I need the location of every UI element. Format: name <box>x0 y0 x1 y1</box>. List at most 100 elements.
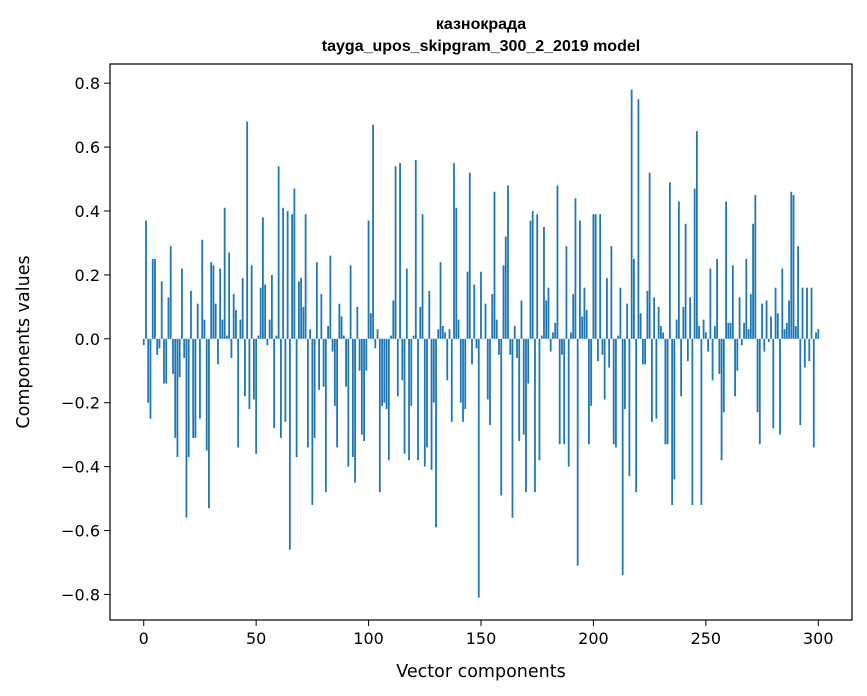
y-tick-label: 0.8 <box>75 74 100 93</box>
bar-component-60 <box>277 166 280 339</box>
bar-component-198 <box>588 338 590 445</box>
bar-component-1 <box>145 220 147 339</box>
bar-component-170 <box>525 338 527 493</box>
bar-component-65 <box>288 338 291 550</box>
y-tick-label: 0.4 <box>75 202 100 221</box>
bar-component-286 <box>785 322 788 339</box>
bar-component-123 <box>419 306 422 339</box>
bar-component-81 <box>324 338 327 493</box>
bar-component-109 <box>387 338 390 461</box>
bar-component-157 <box>495 319 498 339</box>
bar-component-284 <box>781 268 784 339</box>
bar-component-185 <box>558 338 561 445</box>
bar-component-277 <box>765 300 768 339</box>
bar-component-246 <box>695 131 698 339</box>
bar-component-146 <box>471 338 473 365</box>
bar-component-101 <box>369 313 372 339</box>
bar-component-263 <box>734 338 736 397</box>
bar-component-292 <box>799 338 802 426</box>
x-tick-label: 0 <box>139 629 149 648</box>
bar-component-120 <box>412 335 415 339</box>
bar-component-200 <box>592 214 595 339</box>
bar-component-96 <box>358 338 361 371</box>
bar-component-260 <box>727 322 730 339</box>
y-tick-label: −0.2 <box>61 394 100 413</box>
bar-component-232 <box>664 338 667 445</box>
bar-component-294 <box>803 338 806 368</box>
bar-component-253 <box>711 338 714 381</box>
bar-component-154 <box>489 338 491 426</box>
x-tick-label: 250 <box>691 629 722 648</box>
chart-subtitle: tayga_upos_skipgram_300_2_2019 model <box>322 38 640 55</box>
bar-component-10 <box>165 338 168 384</box>
bar-component-54 <box>264 284 267 339</box>
bar-component-189 <box>567 338 570 467</box>
bar-component-161 <box>504 236 507 339</box>
bar-component-165 <box>513 326 516 339</box>
y-axis-label: Components values <box>14 255 34 428</box>
bar-component-95 <box>356 306 359 339</box>
bar-component-223 <box>644 338 647 365</box>
bar-component-44 <box>241 278 244 339</box>
bar-component-135 <box>446 338 449 381</box>
bar-component-8 <box>160 281 163 339</box>
bar-component-192 <box>574 198 577 339</box>
bar-component-227 <box>653 297 656 339</box>
bar-component-176 <box>538 338 541 461</box>
bar-component-25 <box>199 338 201 419</box>
bar-component-217 <box>630 89 633 339</box>
bar-component-235 <box>671 338 674 505</box>
bar-component-204 <box>601 338 604 355</box>
bar-component-264 <box>736 338 739 371</box>
bar-component-138 <box>453 163 455 339</box>
bar-component-272 <box>754 195 757 339</box>
bar-component-133 <box>441 326 444 339</box>
bar-component-280 <box>772 338 775 429</box>
bar-component-88 <box>340 316 343 339</box>
bar-component-13 <box>172 338 174 374</box>
bar-component-89 <box>342 335 345 339</box>
bar-component-86 <box>336 338 338 448</box>
bar-component-134 <box>444 332 446 339</box>
bar-component-281 <box>774 287 777 339</box>
bar-component-297 <box>810 287 813 339</box>
bar-component-225 <box>648 172 651 339</box>
bar-component-141 <box>459 338 462 403</box>
bar-component-9 <box>163 338 165 384</box>
bar-component-283 <box>779 338 781 435</box>
bar-component-274 <box>758 338 761 445</box>
bar-component-259 <box>725 201 727 339</box>
bar-component-136 <box>448 329 451 339</box>
bar-component-267 <box>743 322 745 339</box>
bar-component-31 <box>212 265 215 339</box>
bar-component-106 <box>381 338 383 406</box>
bar-component-255 <box>716 258 718 339</box>
x-tick-label: 200 <box>578 629 609 648</box>
bar-component-140 <box>457 319 460 339</box>
bar-component-288 <box>790 191 793 339</box>
x-tick-label: 150 <box>466 629 497 648</box>
bar-component-209 <box>612 338 615 445</box>
bar-component-97 <box>360 338 363 435</box>
bar-component-51 <box>257 335 260 339</box>
bar-component-239 <box>680 338 683 397</box>
bar-component-261 <box>729 322 732 339</box>
bar-component-290 <box>794 326 797 339</box>
bar-component-53 <box>262 217 264 339</box>
bar-component-262 <box>731 265 734 339</box>
bar-component-28 <box>205 338 208 451</box>
bar-component-130 <box>435 338 437 528</box>
bar-component-203 <box>599 214 602 339</box>
bar-component-63 <box>284 338 287 422</box>
bar-component-111 <box>392 300 395 339</box>
bar-component-206 <box>606 278 608 339</box>
bar-component-205 <box>603 338 606 400</box>
bar-component-83 <box>329 255 332 339</box>
bar-component-208 <box>610 246 613 339</box>
bar-component-139 <box>455 207 458 339</box>
bar-component-104 <box>376 329 379 339</box>
bar-component-172 <box>529 220 532 339</box>
bar-component-90 <box>345 338 347 387</box>
y-tick-label: 0.6 <box>75 138 100 157</box>
bar-component-230 <box>659 326 662 339</box>
